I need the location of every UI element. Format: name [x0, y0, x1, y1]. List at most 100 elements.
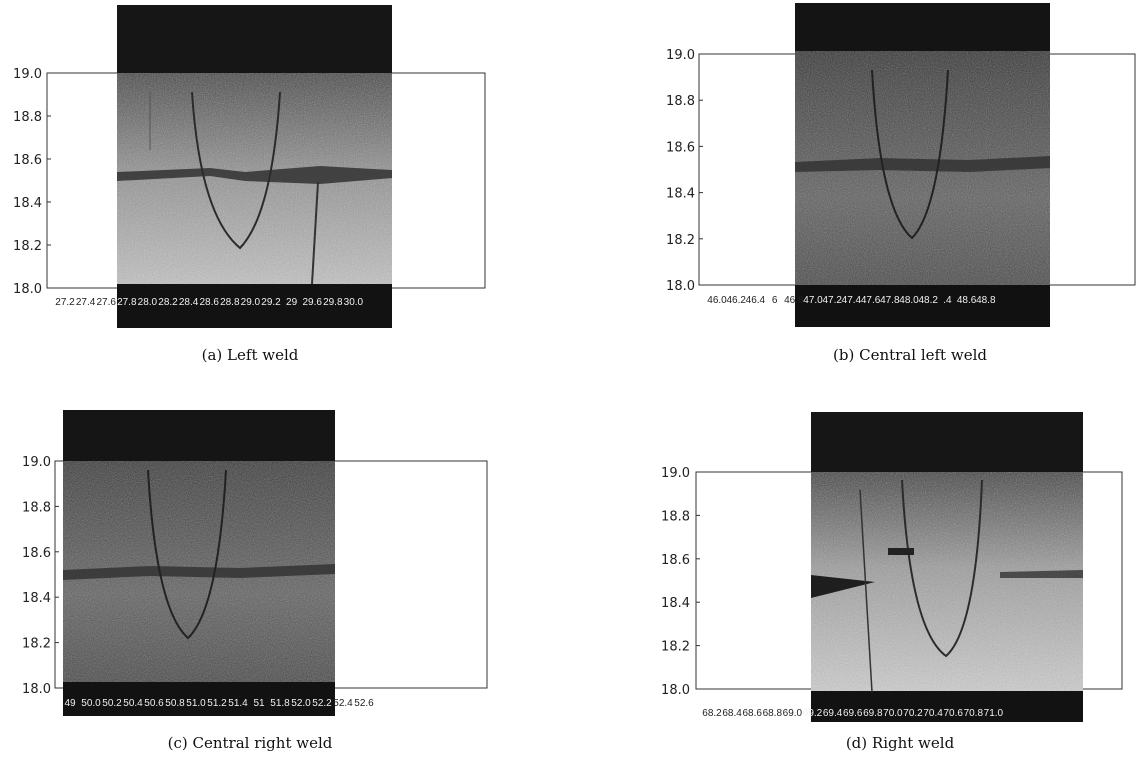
figure-b: 18.0 18.2 18.4 18.6 18.8 19.0 46.0 46.2 46.4 6 46… — [640, 0, 1136, 364]
x-tick-label: 29.0 — [241, 297, 261, 308]
x-tick-label: 47.8 — [880, 295, 900, 306]
x-tick-label: 69.4 — [823, 708, 843, 719]
x-tick-label: 27.2 — [55, 297, 75, 308]
x-tick-label: 52.6 — [354, 698, 374, 709]
x-tick-label: 28.4 — [179, 297, 199, 308]
y-tick-label: 18.4 — [13, 196, 42, 211]
x-tick-label: 28.6 — [199, 297, 219, 308]
figure-c-plot: 18.018.218.418.618.819.0 49 50.0 50.2 50.4 5… — [22, 410, 488, 716]
weld-photo — [795, 3, 1050, 327]
x-tick-label: 70.6 — [943, 708, 963, 719]
x-tick-label: 29.2 — [261, 297, 281, 308]
y-tick-label: 19.0 — [661, 466, 690, 481]
x-tick-label: 50.6 — [144, 698, 164, 709]
x-tick-label: 47.0 — [803, 295, 823, 306]
figure-d: 18.0 18.2 18.4 18.6 18.8 19.0 68.2 68.4 68.6 68.… — [640, 410, 1136, 752]
x-tick-label: 48.2 — [918, 295, 938, 306]
x-tick-labels: 46.0 46.2 46.4 6 46.8 47.0 47.2 47.4 47.6 47.8 48.… — [707, 295, 996, 306]
x-tick-label: 51.4 — [228, 698, 248, 709]
weld-photo — [117, 5, 392, 328]
x-tick-label: 52.2 — [312, 698, 332, 709]
y-tick-label: 18.6 — [13, 153, 42, 168]
caption-a: (a) Left weld — [201, 346, 299, 364]
x-tick-label: 70.2 — [903, 708, 923, 719]
x-tick-label: 30.0 — [344, 297, 364, 308]
x-tick-label: 29.6 — [302, 297, 322, 308]
y-tick-label: 19.0 — [13, 67, 42, 82]
x-tick-label: 29 — [286, 297, 298, 308]
x-tick-label: 68.8 — [763, 708, 783, 719]
x-tick-label: 28.0 — [138, 297, 158, 308]
x-tick-label: 68.2 — [702, 708, 722, 719]
y-tick-label: 18.6 — [22, 546, 51, 561]
y-tick-label: 18.4 — [22, 591, 51, 606]
caption-d: (d) Right weld — [845, 734, 955, 752]
weld-photo — [63, 410, 335, 716]
x-tick-label: 27.8 — [117, 297, 137, 308]
x-tick-label: 46.2 — [726, 295, 746, 306]
caption-b: (b) Central left weld — [833, 346, 987, 364]
x-tick-label: 27.4 — [76, 297, 96, 308]
x-tick-label: 29.8 — [323, 297, 343, 308]
x-tick-label: .4 — [943, 295, 952, 306]
y-tick-label: 18.8 — [661, 509, 690, 524]
x-tick-label: 69.0 — [783, 708, 803, 719]
x-tick-label: 48.0 — [899, 295, 919, 306]
x-tick-label: 27.6 — [96, 297, 116, 308]
x-tick-label: 28.8 — [220, 297, 240, 308]
x-tick-label: 28.2 — [158, 297, 178, 308]
y-tick-label: 18.8 — [13, 110, 42, 125]
x-tick-label: 50.4 — [123, 698, 143, 709]
x-tick-label: 47.2 — [822, 295, 842, 306]
x-tick-label: 68.4 — [722, 708, 742, 719]
y-tick-label: 18.4 — [666, 187, 695, 202]
x-tick-label: 69.2 — [803, 708, 823, 719]
y-tick-label: 18.2 — [13, 239, 42, 254]
y-tick-labels: 18.0 18.2 18.4 18.6 18.8 19.0 — [666, 48, 703, 294]
y-tick-label: 18.2 — [661, 640, 690, 655]
x-tick-label: 46.8 — [784, 295, 804, 306]
weld-photo — [811, 412, 1083, 722]
y-tick-label: 18.8 — [22, 500, 51, 515]
y-tick-label: 18.4 — [661, 596, 690, 611]
x-tick-label: 50.2 — [102, 698, 122, 709]
x-tick-label: 46.4 — [746, 295, 766, 306]
x-tick-label: 52.4 — [333, 698, 353, 709]
x-tick-label: 51.8 — [270, 698, 290, 709]
x-tick-label: 51 — [253, 698, 265, 709]
y-tick-label: 18.6 — [661, 553, 690, 568]
x-tick-label: 69.8 — [863, 708, 883, 719]
x-tick-label: 6 — [772, 295, 778, 306]
y-tick-label: 18.2 — [666, 233, 695, 248]
y-tick-label: 18.0 — [22, 682, 51, 697]
x-tick-label: 50.0 — [81, 698, 101, 709]
x-tick-label: 50.8 — [165, 698, 185, 709]
x-tick-labels: 27.2 27.4 27.6 27.8 28.0 28.2 28.4 28.6 28.8 29.0… — [55, 297, 363, 308]
y-tick-label: 18.6 — [666, 140, 695, 155]
y-tick-label: 18.0 — [666, 279, 695, 294]
y-tick-label: 18.0 — [661, 683, 690, 698]
figure-a: 18.0 18.2 18.4 18.6 18.8 19.0 27.2 27.4 27.6 27.… — [0, 0, 500, 364]
x-tick-label: 70.4 — [923, 708, 943, 719]
y-tick-label: 18.0 — [13, 282, 42, 297]
x-tick-label: 68.6 — [742, 708, 762, 719]
caption-c: (c) Central right weld — [167, 734, 333, 752]
y-tick-label: 18.2 — [22, 637, 51, 652]
x-tick-label: 52.0 — [291, 698, 311, 709]
x-tick-label: 48.6 — [957, 295, 977, 306]
figure-b-plot: 18.0 18.2 18.4 18.6 18.8 19.0 46.0 46.2 46.4 6 46… — [666, 3, 1136, 327]
x-tick-label: 51.2 — [207, 698, 227, 709]
figure-c: 18.0 18.2 18.4 18.6 18.8 19.0 49 50.0 50.2 50.4 5… — [0, 410, 500, 752]
x-tick-labels: 49 50.0 50.2 50.4 50.6 50.8 51.0 51.2 51.4 51 51.8… — [64, 698, 374, 709]
y-tick-label: 19.0 — [22, 455, 51, 470]
y-tick-labels: 18.0 18.2 18.4 18.6 18.8 19.0 — [13, 67, 51, 297]
x-tick-label: 51.0 — [186, 698, 206, 709]
y-tick-labels: 18.0 18.2 18.4 18.6 18.8 19.0 — [22, 455, 59, 697]
y-tick-label: 18.8 — [666, 94, 695, 109]
figure-a-plot: 18.0 18.2 18.4 18.6 18.8 19.0 27.2 27.4 27.6 27.… — [13, 5, 486, 328]
x-tick-label: 69.6 — [843, 708, 863, 719]
x-tick-label: 46.0 — [707, 295, 727, 306]
x-tick-label: 49 — [64, 698, 76, 709]
x-tick-label: 70.0 — [883, 708, 903, 719]
figure-d-plot: 18.0 18.2 18.4 18.6 18.8 19.0 68.2 68.4 68.6 68.… — [661, 412, 1123, 722]
